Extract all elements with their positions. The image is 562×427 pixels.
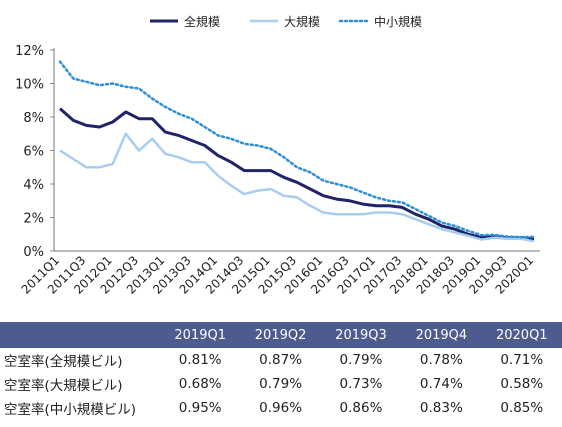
data-table: 2019Q1 2019Q2 2019Q3 2019Q4 2020Q1 空室率(全…: [0, 322, 562, 420]
table-cell: 0.79%: [259, 376, 303, 392]
table-header-cell: 2019Q2: [254, 327, 307, 343]
table-corner-cell: [0, 322, 160, 348]
y-tick-label: 8%: [23, 111, 44, 126]
table-header-cell: 2019Q3: [335, 327, 387, 343]
table-cell: 0.85%: [500, 400, 544, 416]
legend-label-2: 大規模: [284, 14, 320, 29]
table-cell: 0.71%: [500, 352, 544, 368]
table-cell: 0.81%: [178, 352, 222, 368]
table-cell: 0.87%: [259, 352, 303, 368]
row-label: 空室率(中小規模ビル): [4, 402, 137, 418]
table-header-cell: 2019Q4: [415, 327, 468, 343]
table-header-row: 2019Q1 2019Q2 2019Q3 2019Q4 2020Q1: [0, 322, 562, 348]
table-cell: 0.95%: [178, 400, 222, 416]
y-tick-label: 6%: [23, 145, 44, 160]
table-cell: 0.58%: [500, 376, 544, 392]
row-label: 空室率(大規模ビル): [4, 378, 123, 394]
y-tick-label: 10%: [15, 78, 44, 93]
legend-label-1: 全規模: [184, 14, 220, 29]
table-cell: 0.68%: [178, 376, 222, 392]
series-line-1: [59, 107, 535, 241]
table-header-cell: 2019Q1: [174, 327, 226, 343]
table-row: 空室率(中小規模ビル) 0.95% 0.96% 0.86% 0.83% 0.85…: [0, 396, 562, 420]
legend-label-3: 中小規模: [374, 14, 422, 29]
vacancy-rate-chart: 0% 2% 4% 6% 8% 10% 12% 2011Q1 2011Q3 2012Q1 2012Q3…: [15, 14, 540, 297]
table-header-cell: 2020Q1: [495, 327, 548, 343]
chart-svg: 0%2%4%6%8%10%12%2011Q12011Q32012Q12012Q3…: [15, 14, 540, 297]
series-line-3: [58, 60, 536, 239]
table-row: 空室率(全規模ビル) 0.81% 0.87% 0.79% 0.78% 0.71%: [0, 348, 562, 372]
table-cell: 0.96%: [259, 400, 303, 416]
y-tick-label: 2%: [23, 212, 44, 227]
table-cell: 0.74%: [419, 376, 463, 392]
row-label: 空室率(全規模ビル): [4, 354, 123, 370]
vacancy-table: 2019Q1 2019Q2 2019Q3 2019Q4 2020Q1 空室率(全…: [0, 322, 562, 427]
table-cell: 0.86%: [339, 400, 383, 416]
table-cell: 0.83%: [419, 400, 463, 416]
y-tick-label: 0%: [23, 245, 44, 260]
table-cell: 0.73%: [339, 376, 383, 392]
table-cell: 0.79%: [339, 352, 383, 368]
table-cell: 0.78%: [419, 352, 463, 368]
series-line-2: [59, 132, 535, 243]
y-tick-label: 4%: [23, 178, 44, 193]
y-tick-label: 12%: [15, 44, 44, 59]
table-row: 空室率(大規模ビル) 0.68% 0.79% 0.73% 0.74% 0.58%: [0, 372, 562, 396]
